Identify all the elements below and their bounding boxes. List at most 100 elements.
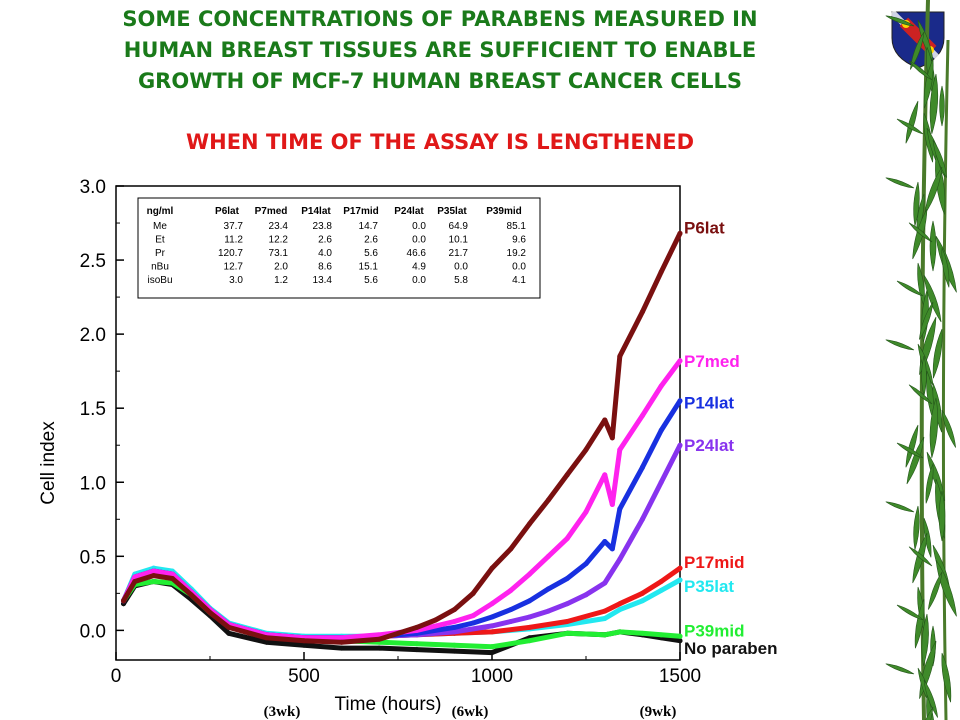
inset-cell: 0.0 [512, 262, 526, 273]
bamboo-leaf [885, 501, 915, 513]
data-point [677, 442, 683, 448]
series-label: P7med [684, 352, 740, 371]
data-point [226, 630, 232, 636]
data-point [121, 598, 127, 604]
data-point [263, 639, 269, 645]
inset-header-cell: P39mid [486, 206, 522, 217]
data-point [489, 623, 495, 629]
data-point [602, 539, 608, 544]
data-point [617, 447, 623, 453]
y-tick-label: 1.0 [80, 473, 106, 494]
data-point [451, 648, 457, 654]
data-point [470, 613, 476, 619]
y-tick-label: 0.0 [80, 621, 106, 642]
bamboo-leaf [928, 571, 943, 610]
inset-cell: 0.0 [412, 235, 426, 246]
data-point [508, 607, 514, 613]
data-point [658, 427, 664, 433]
data-point [658, 269, 664, 275]
inset-cell: 37.7 [224, 221, 244, 232]
y-tick-label: 2.5 [80, 251, 106, 272]
data-point [602, 616, 608, 622]
inset-cell: 23.4 [269, 221, 289, 232]
data-point [151, 578, 157, 584]
data-point [508, 587, 514, 593]
inset-table [137, 197, 541, 299]
series-label: P17mid [684, 553, 744, 572]
data-point [470, 590, 476, 596]
data-point [617, 353, 623, 359]
inset-cell: 85.1 [507, 221, 527, 232]
inset-cell: 14.7 [359, 221, 379, 232]
data-point [602, 608, 608, 614]
x-tick-label: 0 [111, 666, 122, 687]
data-point [263, 635, 269, 641]
inset-header-cell: P7med [255, 206, 288, 217]
data-point [489, 650, 495, 656]
data-point [564, 601, 570, 607]
bamboo-leaf [932, 139, 947, 178]
data-point [617, 607, 623, 613]
bamboo-leaf [926, 451, 946, 502]
inset-cell: 5.6 [364, 275, 378, 286]
y-tick-label: 0.5 [80, 547, 106, 568]
data-point [132, 578, 138, 584]
data-point [677, 638, 683, 644]
data-point [470, 620, 476, 626]
data-point [658, 578, 664, 584]
data-point [617, 506, 623, 512]
data-point [188, 592, 194, 598]
data-point [564, 472, 570, 478]
data-point [151, 573, 157, 579]
series-label: P6lat [684, 218, 725, 237]
bamboo-leaf [905, 100, 919, 144]
inset-cell: 3.0 [229, 275, 243, 286]
series-line-p35lat [121, 565, 683, 639]
bamboo-leaf [906, 436, 925, 485]
data-point [639, 464, 645, 470]
data-point [602, 417, 608, 423]
inset-cell: 4.1 [512, 275, 526, 286]
inset-cell: 73.1 [269, 248, 289, 259]
title-line-2: HUMAN BREAST TISSUES ARE SUFFICIENT TO E… [123, 38, 757, 62]
page-subtitle: WHEN TIME OF THE ASSAY IS LENGTHENED [185, 130, 695, 154]
bamboo-leaf [910, 31, 925, 70]
bamboo-leaf [913, 505, 920, 550]
inset-header-cell: ng/ml [147, 206, 174, 217]
page-title: SOME CONCENTRATIONS OF PARABENS MEASURED… [0, 4, 880, 97]
data-point [489, 601, 495, 607]
data-point [617, 601, 623, 607]
bamboo-leaf [896, 118, 924, 135]
data-point [609, 546, 615, 552]
data-point [414, 647, 420, 653]
inset-row-label: Et [155, 235, 165, 246]
bamboo-leaf [896, 280, 924, 297]
data-point [639, 309, 645, 315]
inset-cell: 5.8 [454, 275, 468, 286]
data-point [639, 630, 645, 636]
data-point [376, 632, 382, 638]
inset-cell: 23.8 [313, 221, 333, 232]
inset-row-label: Pr [155, 248, 166, 259]
data-point [658, 479, 664, 485]
data-point [583, 561, 589, 567]
bamboo-leaf [923, 58, 934, 109]
bamboo-leaf [938, 490, 946, 542]
y-tick-label: 2.0 [80, 325, 106, 346]
data-point [527, 571, 533, 577]
data-point [602, 632, 608, 638]
inset-cell: 12.2 [269, 235, 289, 246]
data-point [451, 629, 457, 635]
bamboo-leaf [908, 60, 933, 81]
bamboo-leaf [941, 652, 952, 703]
data-point [489, 565, 495, 571]
inset-cell: 19.2 [507, 248, 527, 259]
x-axis-label: Time (hours) [335, 694, 442, 715]
data-point [207, 610, 213, 616]
inset-header-cell: P14lat [301, 206, 331, 217]
data-point [414, 641, 420, 647]
data-point [545, 586, 551, 592]
inset-cell: 13.4 [313, 275, 333, 286]
bamboo-leaf [914, 598, 925, 649]
data-point [677, 358, 683, 364]
